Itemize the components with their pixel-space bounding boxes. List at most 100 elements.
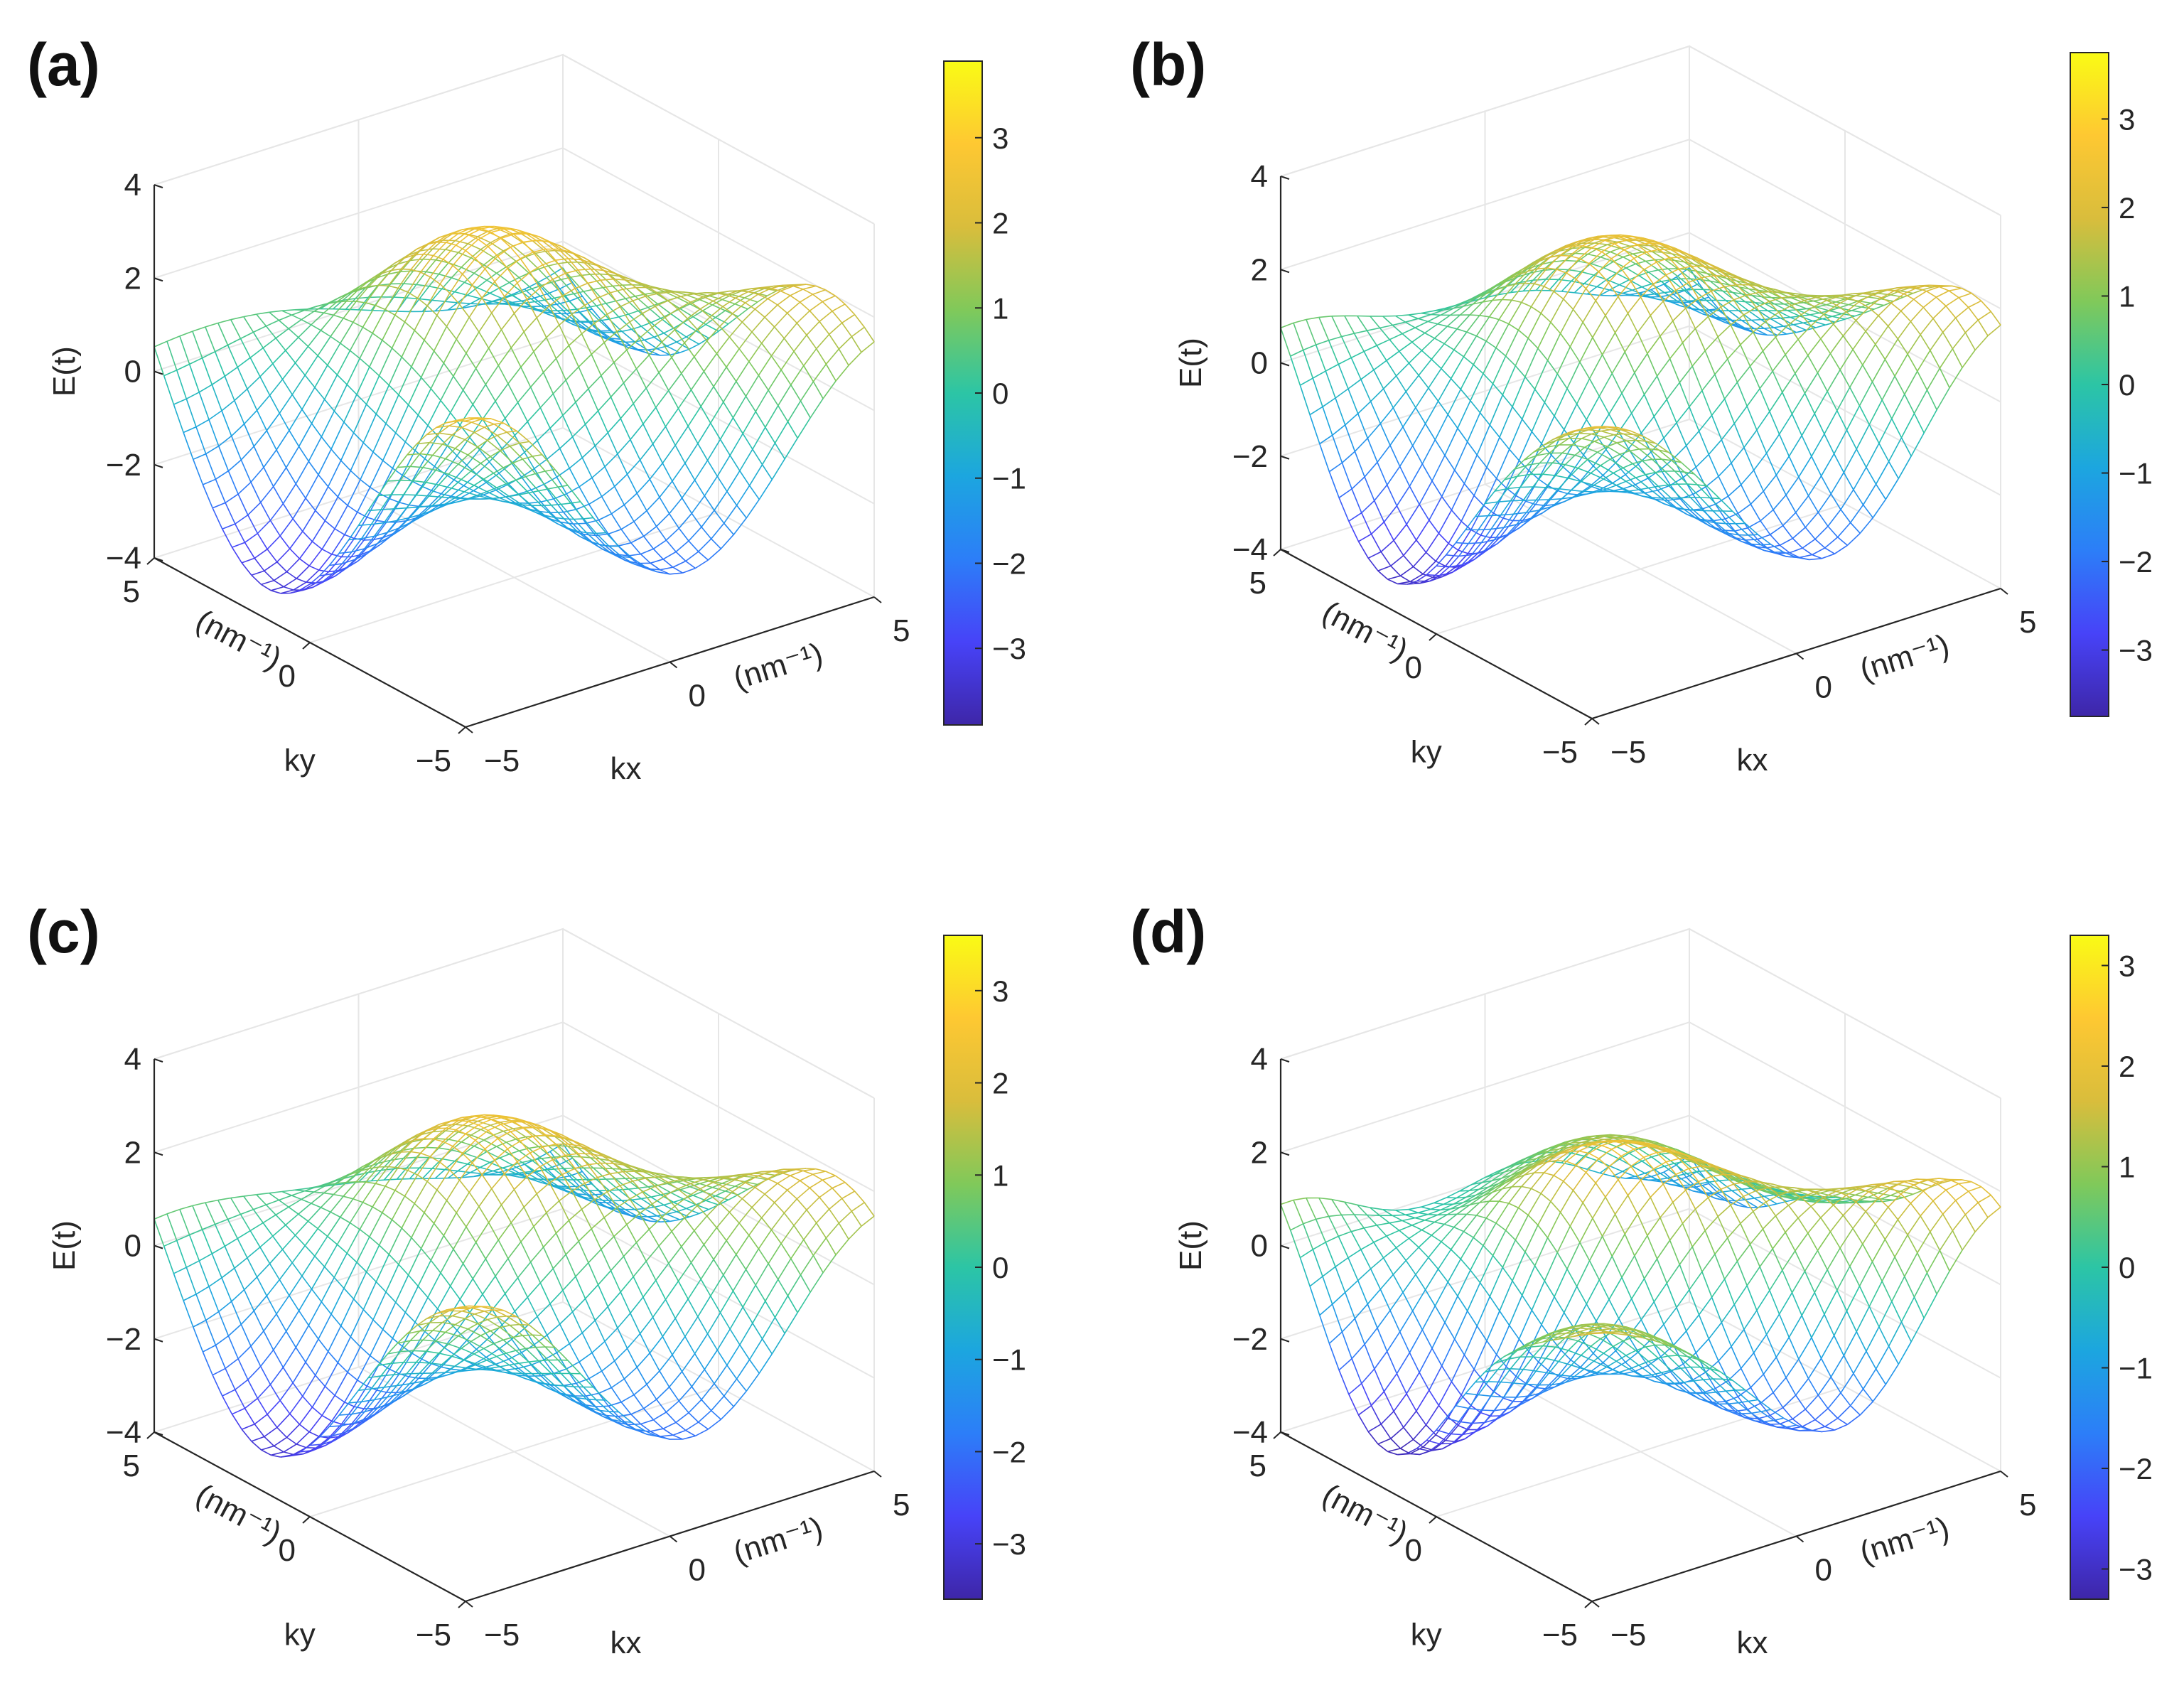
mesh-line-ky [429,276,441,285]
mesh-line-ky [394,1190,405,1197]
mesh-line-ky [544,468,555,472]
z-axis-label: E(t) [1173,338,1208,388]
mesh-line-kx [185,392,200,399]
mesh-line-ky [321,1301,332,1315]
mesh-line-ky [532,252,544,265]
mesh-line-ky [509,276,520,284]
mesh-line-kx [567,262,581,276]
mesh-line-ky [262,1222,274,1237]
mesh-line-kx [497,247,511,257]
mesh-line-ky [436,315,448,327]
mesh-line-ky [780,369,792,386]
mesh-line-kx [1693,289,1707,301]
mesh-line-ky [454,439,466,449]
mesh-line-kx [507,258,521,269]
mesh-line-kx [320,1194,334,1208]
mesh-line-ky [635,368,647,389]
mesh-line-kx [618,542,631,547]
mesh-line-kx [539,279,553,289]
mesh-line-ky [353,432,364,443]
mesh-line-ky [273,486,284,505]
mesh-line-kx [1706,273,1721,284]
mesh-line-kx [1616,442,1630,452]
mesh-line-kx [1614,239,1628,244]
mesh-line-kx [291,309,305,316]
mesh-line-ky [534,1169,545,1172]
mesh-line-kx [1833,429,1848,454]
mesh-line-ky [312,581,323,588]
mesh-line-kx [1588,251,1603,264]
mesh-line-kx [400,270,414,272]
mesh-line-ky [1531,431,1542,444]
mesh-line-ky [492,434,503,449]
mesh-line-ky [166,340,178,371]
mesh-line-kx [343,301,357,319]
mesh-line-ky [1605,315,1616,333]
mesh-line-ky [1730,324,1741,345]
mesh-line-kx [1627,237,1640,240]
mesh-line-ky [1696,484,1707,487]
mesh-line-ky [465,249,476,259]
mesh-line-kx [1572,239,1586,247]
mesh-line-ky [755,411,766,428]
mesh-line-kx [719,292,732,296]
mesh-line-kx [520,252,534,259]
mesh-line-ky [336,1181,347,1184]
mesh-line-kx [583,291,597,306]
mesh-line-kx [1497,500,1511,502]
mesh-line-ky [1765,321,1777,338]
mesh-line-kx [1667,300,1681,306]
mesh-line-ky [344,534,355,539]
mesh-line-ky [1916,287,1927,292]
mesh-line-ky [1635,484,1646,494]
mesh-line-kx [554,313,567,315]
mesh-line-ky [1791,305,1802,316]
kx-tick-mark [465,726,473,733]
mesh-line-kx [681,480,696,499]
colorbar-tick-label: 0 [992,377,1008,410]
mesh-line-ky [1370,534,1382,552]
mesh-line-ky [173,404,184,433]
mesh-line-ky [1382,316,1393,326]
mesh-line-kx [205,445,220,455]
mesh-line-kx [1762,336,1776,352]
mesh-line-kx [547,1179,561,1188]
mesh-line-ky [382,339,393,349]
mesh-line-ky [541,1156,552,1159]
mesh-line-kx [423,1128,437,1139]
mesh-line-ky [1716,522,1726,525]
mesh-line-ky [1603,472,1614,480]
mesh-line-ky [263,1330,274,1350]
mesh-line-ky [601,1193,612,1204]
mesh-line-ky [1669,257,1679,269]
mesh-line-kx [480,1129,494,1136]
mesh-line-ky [1533,444,1544,453]
mesh-line-kx [382,432,397,461]
mesh-line-kx [1642,436,1657,444]
z-tick-mark [1280,269,1290,274]
mesh-line-ky [606,313,618,332]
mesh-line-kx [1664,292,1678,302]
mesh-line-ky [288,1206,299,1215]
mesh-line-ky [1785,354,1796,374]
mesh-line-kx [311,520,326,542]
mesh-line-ky [314,1255,326,1267]
mesh-line-kx [726,290,739,296]
mesh-line-ky [1429,520,1440,534]
mesh-line-ky [301,318,312,326]
mesh-line-ky [235,523,246,543]
mesh-line-kx [1438,510,1453,534]
mesh-line-kx [1280,322,1294,329]
mesh-line-kx [1475,316,1490,337]
mesh-line-ky [243,1195,254,1210]
mesh-line-ky [417,414,429,426]
mesh-line-ky [317,355,328,366]
mesh-line-ky [1824,434,1835,454]
mesh-line-kx [1350,350,1365,359]
mesh-line-ky [742,433,753,450]
mesh-line-ky [713,386,724,403]
mesh-line-ky [356,394,367,405]
mesh-line-ky [353,1198,363,1203]
mesh-line-kx [527,407,541,422]
